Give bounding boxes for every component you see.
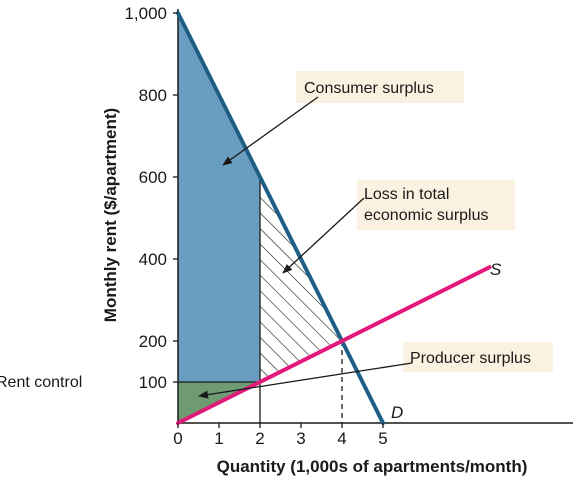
- x-tick-label: 1: [214, 429, 223, 448]
- producer-surplus-callout-text: Producer surplus: [410, 350, 531, 367]
- loss-callout: Loss in total economic surplus: [282, 180, 515, 274]
- demand-curve-label: D: [391, 403, 403, 422]
- y-tick-label: 400: [139, 250, 167, 269]
- y-tick-label: 200: [139, 332, 167, 351]
- y-tick-label: 800: [139, 86, 167, 105]
- y-tick-labels: 100 200 400 600 800 1,000: [124, 4, 178, 392]
- supply-curve: [176, 265, 492, 425]
- x-tick-label: 2: [255, 429, 264, 448]
- rent-control-label: Rent control: [0, 374, 82, 391]
- y-tick-label: 600: [139, 168, 167, 187]
- producer-surplus-callout: Producer surplus: [198, 342, 553, 399]
- x-axis-title: Quantity (1,000s of apartments/month): [217, 457, 528, 476]
- loss-arrow: [282, 197, 365, 274]
- loss-in-total-economic-surplus-region: [260, 177, 342, 382]
- x-tick-label: 3: [296, 429, 305, 448]
- loss-callout-line-2: economic surplus: [364, 207, 489, 224]
- x-tick-label: 0: [173, 429, 182, 448]
- consumer-surplus-callout-box: [296, 71, 464, 103]
- consumer-surplus-region: [178, 13, 260, 382]
- producer-surplus-arrow: [198, 362, 413, 399]
- x-tick-label: 4: [337, 429, 346, 448]
- consumer-surplus-arrow: [222, 96, 319, 166]
- demand-curve: [176, 11, 385, 425]
- consumer-surplus-callout-text: Consumer surplus: [304, 80, 434, 97]
- loss-callout-box: [357, 180, 515, 230]
- consumer-surplus-callout: Consumer surplus: [222, 71, 464, 166]
- y-tick-label: 1,000: [124, 4, 167, 23]
- loss-callout-line-1: Loss in total: [364, 186, 449, 203]
- x-tick-labels: 0 1 2 3 4 5: [173, 423, 388, 448]
- y-axis-title: Monthly rent ($/apartment): [101, 108, 120, 322]
- y-tick-label: 100: [139, 373, 167, 392]
- supply-curve-label: S: [490, 260, 502, 279]
- producer-surplus-callout-box: [403, 342, 553, 372]
- x-tick-label: 5: [378, 429, 387, 448]
